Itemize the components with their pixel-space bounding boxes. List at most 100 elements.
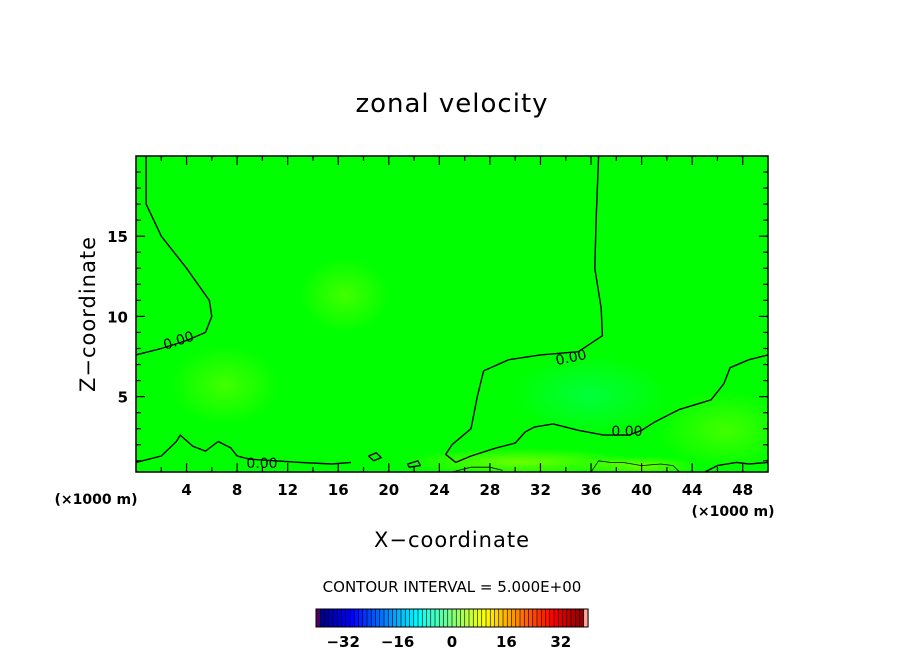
contour-interval-text: CONTOUR INTERVAL = 5.000E+00: [323, 578, 582, 596]
colorbar-swatch: [443, 608, 449, 628]
y-axis-label: Z−coordinate: [76, 236, 100, 392]
colorbar-swatch: [379, 608, 385, 628]
colorbar-swatch: [506, 608, 513, 628]
x-tick-label: 28: [479, 481, 500, 499]
colorbar-swatch: [392, 608, 398, 628]
colorbar-tick-label: 32: [550, 633, 571, 651]
colorbar-swatch: [557, 608, 564, 628]
colorbar-swatch: [489, 608, 496, 628]
colorbar-swatch: [413, 608, 419, 628]
x-axis-label: X−coordinate: [374, 528, 530, 552]
colorbar-swatch: [447, 608, 453, 628]
colorbar-swatch: [409, 608, 415, 628]
contour-line: [136, 434, 351, 465]
colorbar-tick-label: −16: [381, 633, 414, 651]
contour-line: [136, 156, 213, 356]
colorbar-swatch: [417, 608, 423, 628]
colorbar-swatch: [515, 608, 521, 628]
field-blob-negative-right: [510, 355, 670, 435]
colorbar-swatch: [498, 608, 504, 628]
x-tick-label: 20: [378, 481, 399, 499]
colorbar-swatch: [324, 608, 330, 628]
colorbar-swatch: [430, 608, 436, 628]
colorbar-swatch: [349, 608, 355, 628]
colorbar-swatch: [396, 608, 402, 628]
colorbar-swatch: [511, 608, 517, 628]
x-tick-label: 40: [631, 481, 652, 499]
colorbar-swatch: [545, 608, 551, 628]
colorbar-swatch: [319, 608, 326, 628]
colorbar-swatch: [332, 608, 338, 628]
contour-line: [704, 461, 768, 472]
x-tick-label: 16: [328, 481, 349, 499]
colorbar-swatch: [434, 608, 440, 628]
colorbar-swatch: [566, 608, 572, 628]
colorbar-swatch: [336, 608, 343, 628]
x-tick-label: 36: [581, 481, 602, 499]
field-blob-positive-upper: [300, 257, 390, 333]
y-tick-label: 10: [107, 308, 128, 326]
colorbar-swatch: [451, 608, 457, 628]
colorbar-swatch: [553, 608, 559, 628]
colorbar-swatch: [345, 608, 351, 628]
colorbar-swatch: [570, 608, 576, 628]
contour-line: [590, 460, 680, 472]
contour-label: 0.00: [246, 456, 277, 472]
colorbar-swatch: [460, 608, 466, 628]
field-blob-positive-floor: [580, 456, 700, 472]
axis-ticks: [136, 156, 768, 472]
colorbar-swatch: [383, 608, 389, 628]
colorbar-swatch: [485, 608, 491, 628]
y-tick-label: 5: [118, 389, 128, 407]
y-tick-labels: 5 10 15: [107, 228, 128, 406]
contour-line: [367, 452, 382, 462]
colorbar-swatch: [519, 608, 525, 628]
contour-label: 0.00: [611, 424, 642, 440]
colorbar-swatch: [549, 608, 555, 628]
contour-line: [407, 460, 422, 468]
x-tick-label: 44: [682, 481, 703, 499]
x-tick-label: 24: [429, 481, 450, 499]
x-tick-label: 8: [232, 481, 242, 499]
plot-frame: [135, 155, 769, 473]
colorbar-labels: −32 −16 0 16 32: [326, 633, 571, 651]
colorbar-swatch: [464, 608, 470, 628]
colorbar-swatch: [528, 608, 534, 628]
colorbar-swatch: [328, 608, 334, 628]
colorbar: [315, 608, 589, 628]
colorbar-tick-label: 0: [447, 633, 457, 651]
colorbar-swatch: [494, 608, 500, 628]
colorbar-swatch: [502, 608, 508, 628]
contour-label: 0.00: [554, 347, 588, 369]
colorbar-swatch: [426, 608, 432, 628]
colorbar-swatch: [574, 608, 581, 628]
contour-lines: [136, 156, 768, 472]
x-tick-label: 4: [181, 481, 191, 499]
x-tick-labels: 4 8 12 16 20 24 28 32 36 40 44 48: [181, 481, 753, 499]
colorbar-swatch: [375, 608, 381, 628]
colorbar-swatch: [477, 608, 483, 628]
colorbar-swatch: [366, 608, 372, 628]
colorbar-swatch: [481, 608, 487, 628]
x-unit-right: (×1000 m): [692, 504, 775, 520]
x-tick-label: 48: [732, 481, 753, 499]
colorbar-swatch: [455, 608, 462, 628]
velocity-field: [136, 156, 768, 472]
colorbar-swatch: [536, 608, 542, 628]
colorbar-tick-label: 16: [496, 633, 517, 651]
colorbar-swatch: [358, 608, 364, 628]
colorbar-swatch: [315, 608, 321, 628]
chart-title: zonal velocity: [355, 89, 548, 119]
colorbar-swatch: [468, 608, 474, 628]
colorbar-swatch: [353, 608, 360, 628]
x-unit-left: (×1000 m): [55, 492, 138, 508]
colorbar-swatch: [387, 608, 394, 628]
colorbar-swatch: [532, 608, 538, 628]
colorbar-swatch: [341, 608, 347, 628]
colorbar-frame: [315, 608, 589, 628]
field-blob-positive-bottom: [400, 448, 640, 472]
contour-line: [451, 466, 503, 472]
colorbar-swatch: [370, 608, 377, 628]
colorbar-swatch: [562, 608, 568, 628]
